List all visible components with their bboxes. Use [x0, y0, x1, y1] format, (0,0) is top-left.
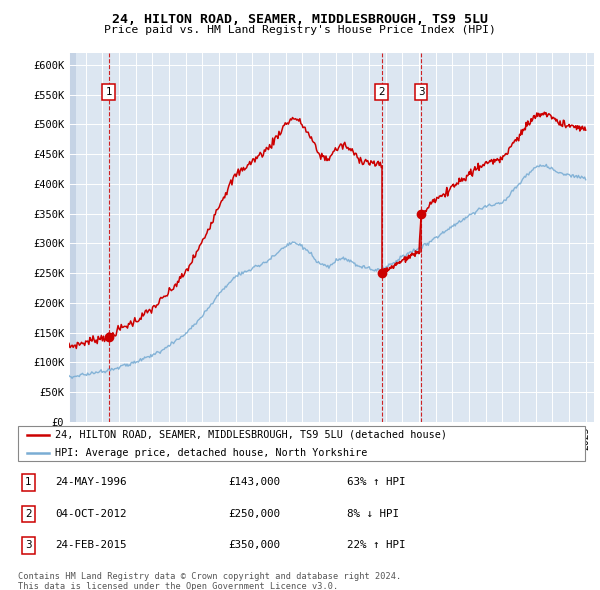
Text: 1: 1	[25, 477, 32, 487]
Text: £350,000: £350,000	[228, 540, 280, 550]
Text: Price paid vs. HM Land Registry's House Price Index (HPI): Price paid vs. HM Land Registry's House …	[104, 25, 496, 35]
Text: £250,000: £250,000	[228, 509, 280, 519]
Text: This data is licensed under the Open Government Licence v3.0.: This data is licensed under the Open Gov…	[18, 582, 338, 590]
Text: 63% ↑ HPI: 63% ↑ HPI	[347, 477, 406, 487]
Text: 3: 3	[25, 540, 32, 550]
Text: 8% ↓ HPI: 8% ↓ HPI	[347, 509, 399, 519]
Text: Contains HM Land Registry data © Crown copyright and database right 2024.: Contains HM Land Registry data © Crown c…	[18, 572, 401, 581]
Text: £143,000: £143,000	[228, 477, 280, 487]
Text: HPI: Average price, detached house, North Yorkshire: HPI: Average price, detached house, Nort…	[55, 448, 367, 457]
Text: 3: 3	[418, 87, 424, 97]
Text: 04-OCT-2012: 04-OCT-2012	[55, 509, 127, 519]
Text: 2: 2	[25, 509, 32, 519]
Text: 24, HILTON ROAD, SEAMER, MIDDLESBROUGH, TS9 5LU: 24, HILTON ROAD, SEAMER, MIDDLESBROUGH, …	[112, 13, 488, 26]
Text: 1: 1	[106, 87, 112, 97]
Text: 24-MAY-1996: 24-MAY-1996	[55, 477, 127, 487]
Text: 24-FEB-2015: 24-FEB-2015	[55, 540, 127, 550]
FancyBboxPatch shape	[18, 426, 585, 461]
Bar	[69, 53, 76, 422]
Text: 24, HILTON ROAD, SEAMER, MIDDLESBROUGH, TS9 5LU (detached house): 24, HILTON ROAD, SEAMER, MIDDLESBROUGH, …	[55, 430, 447, 440]
Text: 2: 2	[378, 87, 385, 97]
Text: 22% ↑ HPI: 22% ↑ HPI	[347, 540, 406, 550]
